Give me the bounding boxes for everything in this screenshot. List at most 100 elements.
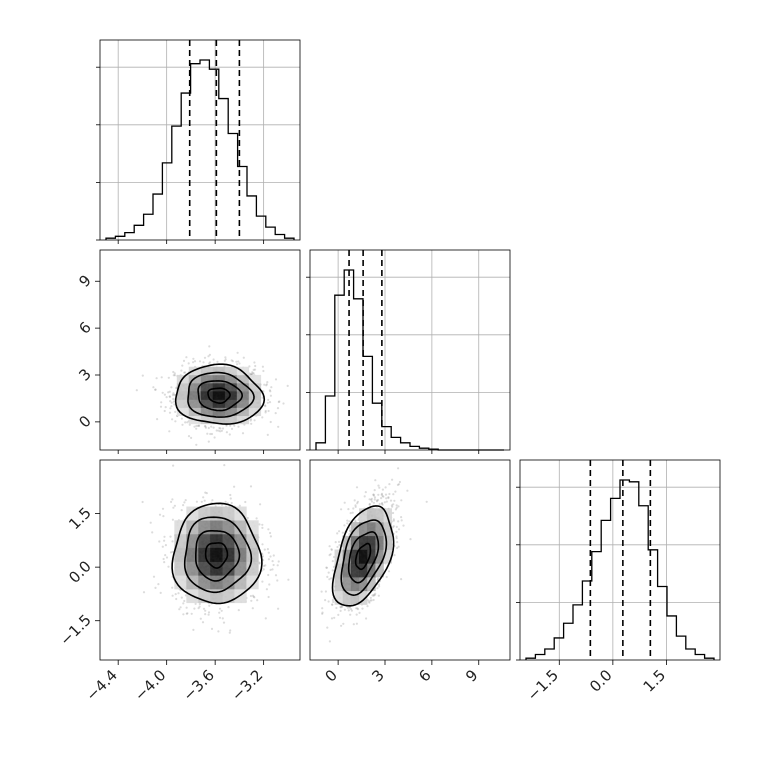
sample-point [392,493,395,496]
sample-point [364,491,367,494]
sample-point [231,360,234,363]
sample-point [384,486,387,489]
contour-level-0 [207,387,231,404]
contour-level-1 [197,380,244,412]
sample-point [183,371,186,374]
sample-point [172,400,175,403]
density-cell [174,575,187,590]
sample-point [369,596,372,600]
density-cell [222,506,235,521]
sample-point [223,464,226,467]
density-cell [359,590,368,605]
sample-point [372,494,375,497]
sample-point [374,592,377,595]
sample-point [178,608,181,611]
sample-point [274,378,278,381]
sample-point [185,356,188,359]
density-cell [212,391,226,400]
sample-point [267,398,270,401]
sample-point [268,389,271,392]
sample-point [198,605,201,608]
panel-frame [99,39,301,241]
density-cell [224,366,238,376]
sample-point [264,409,267,413]
sample-point [380,502,384,505]
sample-point [377,577,380,580]
density-content [135,345,289,446]
sample-point [202,496,205,499]
sample-point [216,360,219,363]
sample-point [167,376,170,379]
sample-point [378,585,381,588]
density-cell [200,374,214,384]
sample-point [378,583,381,586]
sample-point [348,606,351,609]
contour-level-2 [187,371,255,418]
sample-point [254,364,257,368]
sample-point [337,613,340,617]
sample-point [258,561,261,564]
sample-point [397,483,401,486]
sample-point [395,525,398,529]
sample-point [267,573,270,577]
sample-point [244,500,247,504]
contour-level-3 [171,502,263,605]
sample-point [258,562,261,565]
density-cell [367,508,376,523]
sample-point [372,493,375,496]
sample-point [227,606,230,609]
sample-point [331,569,334,572]
contour-level-3 [174,363,266,425]
sample-point [208,353,211,356]
sample-point [171,594,174,597]
sample-point [184,371,187,374]
sample-point [163,535,166,538]
sample-point [170,405,173,408]
sample-point [342,622,345,625]
sample-point [238,504,241,507]
sample-point [208,604,211,607]
sample-point [171,540,174,543]
sample-point [258,523,261,526]
sample-point [173,374,176,377]
sample-point [152,575,156,578]
density-cell [236,399,250,408]
sample-point [277,425,280,428]
sample-point [204,613,207,616]
sample-point [324,590,327,593]
sample-point [219,427,222,430]
sample-point [368,503,371,506]
sample-point [249,419,252,422]
density-panel-0 [99,249,301,451]
sample-point [218,426,221,430]
sample-point [348,530,352,533]
y-tick-label: 9 [75,271,94,290]
sample-point [396,541,399,544]
density-cell [367,549,376,564]
sample-point [370,497,373,500]
sample-point [265,588,268,591]
density-cell [186,561,199,576]
sample-point [286,384,289,387]
sample-point [332,565,335,569]
sample-point [209,432,212,436]
sample-point [158,540,161,543]
sample-point [267,595,270,599]
sample-point [261,526,264,530]
sample-point [389,499,393,502]
sample-point [213,436,216,439]
sample-point [229,629,232,632]
sample-point [173,504,176,507]
density-cell [248,407,262,417]
sample-point [269,420,272,424]
density-cell [224,407,238,417]
sample-point [192,361,195,364]
sample-point [343,608,346,611]
sample-point [263,564,266,568]
density-cell [210,520,223,535]
sample-point [372,598,375,602]
sample-point [208,361,212,364]
sample-point [169,551,173,554]
sample-point [210,425,213,428]
sample-point [371,594,374,597]
